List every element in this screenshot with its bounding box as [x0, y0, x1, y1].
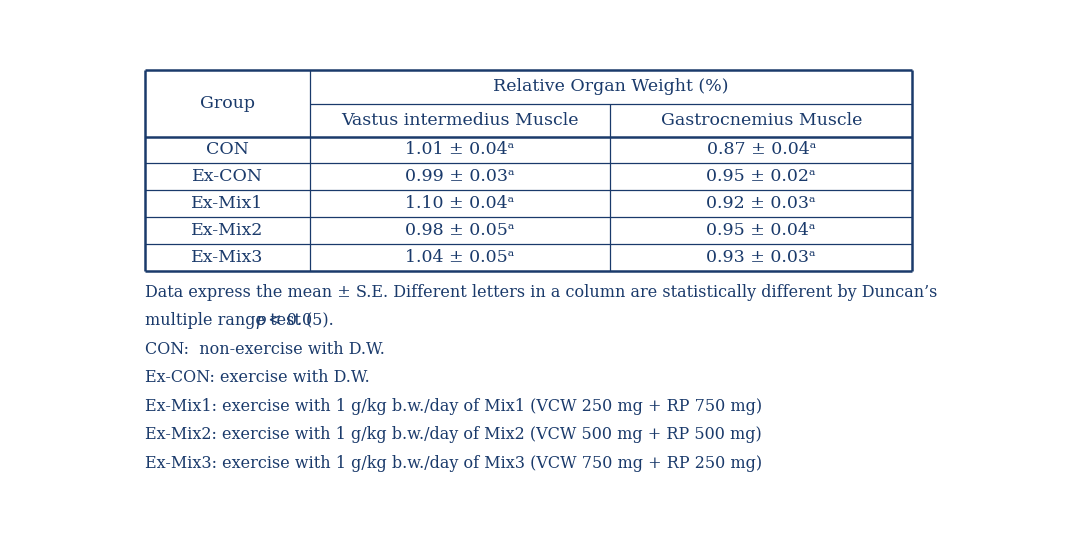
Text: 0.93 ± 0.03ᵃ: 0.93 ± 0.03ᵃ: [706, 249, 816, 266]
Text: Ex-Mix1: exercise with 1 g/kg b.w./day of Mix1 (VCW 250 mg + RP 750 mg): Ex-Mix1: exercise with 1 g/kg b.w./day o…: [145, 398, 761, 415]
Text: 0.92 ± 0.03ᵃ: 0.92 ± 0.03ᵃ: [706, 195, 816, 212]
Text: Ex-Mix3: Ex-Mix3: [191, 249, 263, 266]
Text: < 0.05).: < 0.05).: [263, 312, 334, 329]
Text: Data express the mean ± S.E. Different letters in a column are statistically dif: Data express the mean ± S.E. Different l…: [145, 284, 937, 301]
Text: Vastus intermedius Muscle: Vastus intermedius Muscle: [342, 111, 579, 129]
Text: 1.01 ± 0.04ᵃ: 1.01 ± 0.04ᵃ: [406, 142, 514, 159]
Text: p: p: [256, 312, 265, 329]
Text: Group: Group: [200, 95, 255, 112]
Text: 0.99 ± 0.03ᵃ: 0.99 ± 0.03ᵃ: [406, 168, 514, 185]
Text: 0.95 ± 0.04ᵃ: 0.95 ± 0.04ᵃ: [706, 222, 816, 239]
Text: 1.04 ± 0.05ᵃ: 1.04 ± 0.05ᵃ: [406, 249, 514, 266]
Text: CON: CON: [206, 142, 248, 159]
Text: Ex-CON: exercise with D.W.: Ex-CON: exercise with D.W.: [145, 369, 370, 386]
Text: 0.98 ± 0.05ᵃ: 0.98 ± 0.05ᵃ: [406, 222, 514, 239]
Text: Ex-Mix2: exercise with 1 g/kg b.w./day of Mix2 (VCW 500 mg + RP 500 mg): Ex-Mix2: exercise with 1 g/kg b.w./day o…: [145, 426, 761, 443]
Text: Ex-Mix2: Ex-Mix2: [191, 222, 263, 239]
Text: Ex-Mix3: exercise with 1 g/kg b.w./day of Mix3 (VCW 750 mg + RP 250 mg): Ex-Mix3: exercise with 1 g/kg b.w./day o…: [145, 455, 761, 472]
Text: Gastrocnemius Muscle: Gastrocnemius Muscle: [660, 111, 862, 129]
Text: CON:  non-exercise with D.W.: CON: non-exercise with D.W.: [145, 341, 384, 358]
Text: Ex-CON: Ex-CON: [192, 168, 263, 185]
Text: multiple range test (: multiple range test (: [145, 312, 312, 329]
Text: Relative Organ Weight (%): Relative Organ Weight (%): [493, 78, 728, 95]
Text: Ex-Mix1: Ex-Mix1: [191, 195, 263, 212]
Text: 0.87 ± 0.04ᵃ: 0.87 ± 0.04ᵃ: [706, 142, 816, 159]
Text: 1.10 ± 0.04ᵃ: 1.10 ± 0.04ᵃ: [406, 195, 514, 212]
Text: 0.95 ± 0.02ᵃ: 0.95 ± 0.02ᵃ: [706, 168, 816, 185]
